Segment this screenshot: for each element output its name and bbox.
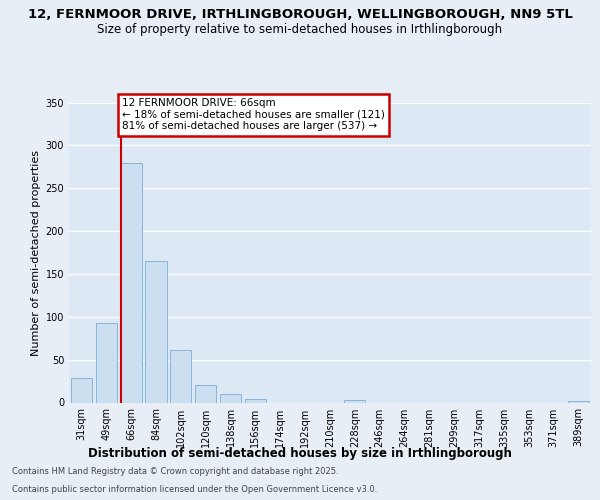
Text: 12 FERNMOOR DRIVE: 66sqm
← 18% of semi-detached houses are smaller (121)
81% of : 12 FERNMOOR DRIVE: 66sqm ← 18% of semi-d… (122, 98, 385, 132)
Text: Distribution of semi-detached houses by size in Irthlingborough: Distribution of semi-detached houses by … (88, 448, 512, 460)
Bar (344, 400, 365, 402)
Bar (568, 401, 589, 402)
Text: Contains HM Land Registry data © Crown copyright and database right 2025.: Contains HM Land Registry data © Crown c… (12, 467, 338, 476)
Text: Size of property relative to semi-detached houses in Irthlingborough: Size of property relative to semi-detach… (97, 22, 503, 36)
Bar (170, 350, 191, 403)
Bar (121, 162, 142, 402)
Bar (245, 399, 266, 402)
Bar (96, 323, 117, 402)
Bar (71, 378, 92, 402)
Bar (220, 394, 241, 402)
Text: 12, FERNMOOR DRIVE, IRTHLINGBOROUGH, WELLINGBOROUGH, NN9 5TL: 12, FERNMOOR DRIVE, IRTHLINGBOROUGH, WEL… (28, 8, 572, 20)
Y-axis label: Number of semi-detached properties: Number of semi-detached properties (31, 150, 41, 356)
Text: Contains public sector information licensed under the Open Government Licence v3: Contains public sector information licen… (12, 485, 377, 494)
Bar (195, 386, 216, 402)
Bar (145, 261, 167, 402)
